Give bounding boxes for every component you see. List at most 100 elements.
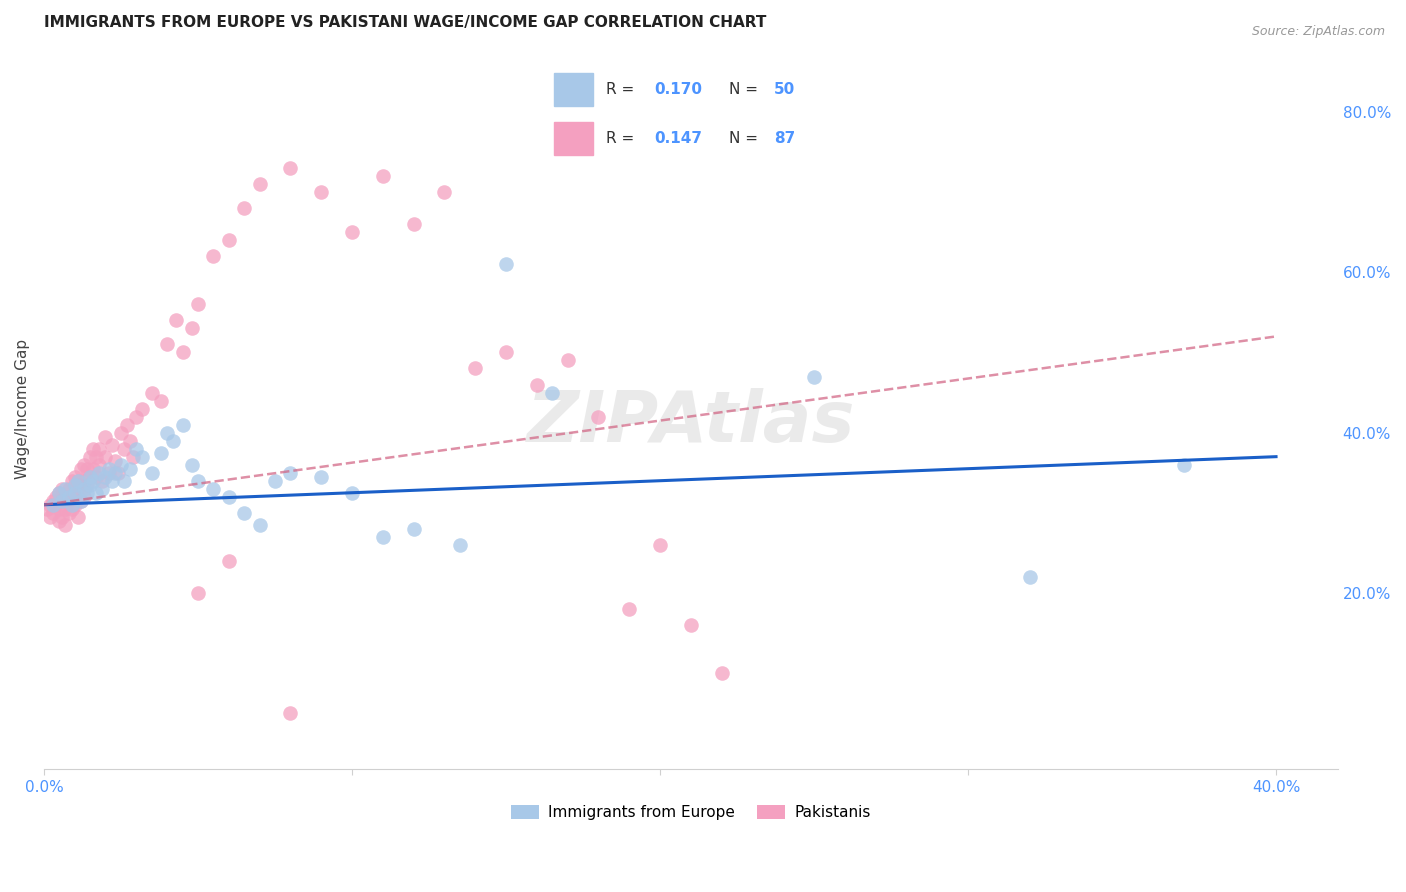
Point <box>112 474 135 488</box>
Point <box>82 442 104 456</box>
Point <box>122 450 145 464</box>
Point <box>104 453 127 467</box>
Point <box>39 509 62 524</box>
Point <box>202 249 225 263</box>
Point <box>278 466 301 480</box>
Point <box>42 506 65 520</box>
Point <box>63 469 86 483</box>
Point <box>187 586 209 600</box>
Point <box>156 337 179 351</box>
Point <box>172 345 194 359</box>
Point <box>115 417 138 432</box>
Point <box>66 474 89 488</box>
Point <box>526 377 548 392</box>
Text: 0.147: 0.147 <box>655 131 703 146</box>
Point <box>94 429 117 443</box>
Legend: Immigrants from Europe, Pakistanis: Immigrants from Europe, Pakistanis <box>505 799 876 827</box>
Point <box>131 450 153 464</box>
Point <box>79 469 101 483</box>
Point <box>125 442 148 456</box>
Point <box>1018 570 1040 584</box>
Point <box>233 506 256 520</box>
Point <box>141 385 163 400</box>
Point <box>218 554 240 568</box>
Point <box>371 169 394 183</box>
Point <box>402 217 425 231</box>
Text: N =: N = <box>728 131 762 146</box>
Point <box>233 201 256 215</box>
Point <box>60 498 83 512</box>
Point <box>402 522 425 536</box>
Point <box>249 517 271 532</box>
Point <box>648 538 671 552</box>
Point <box>495 257 517 271</box>
Point <box>48 501 70 516</box>
Point <box>35 501 58 516</box>
Point <box>91 482 114 496</box>
Y-axis label: Wage/Income Gap: Wage/Income Gap <box>15 338 30 479</box>
Point <box>541 385 564 400</box>
Point <box>278 706 301 721</box>
Point <box>309 185 332 199</box>
Point <box>156 425 179 440</box>
Point <box>60 501 83 516</box>
Text: Source: ZipAtlas.com: Source: ZipAtlas.com <box>1251 25 1385 38</box>
Point <box>58 482 80 496</box>
Text: R =: R = <box>606 81 640 96</box>
Text: 87: 87 <box>775 131 796 146</box>
Text: N =: N = <box>728 81 762 96</box>
Point <box>55 517 77 532</box>
Point <box>340 485 363 500</box>
Point <box>340 225 363 239</box>
Point <box>180 321 202 335</box>
Point <box>76 477 98 491</box>
Point <box>55 490 77 504</box>
Point <box>60 474 83 488</box>
Point <box>710 666 733 681</box>
Point <box>249 177 271 191</box>
Point <box>110 425 132 440</box>
Point <box>70 493 93 508</box>
Point <box>84 450 107 464</box>
Point <box>165 313 187 327</box>
Point <box>66 490 89 504</box>
Text: 0.170: 0.170 <box>655 81 703 96</box>
Point <box>187 474 209 488</box>
Point <box>70 461 93 475</box>
Point <box>100 474 122 488</box>
Point <box>66 474 89 488</box>
Point <box>79 450 101 464</box>
Point <box>180 458 202 472</box>
Point <box>42 493 65 508</box>
Point <box>125 409 148 424</box>
Point <box>60 490 83 504</box>
Point <box>63 477 86 491</box>
Point <box>73 458 96 472</box>
Point <box>120 461 142 475</box>
Point <box>100 437 122 451</box>
Point <box>84 485 107 500</box>
Point <box>73 474 96 488</box>
Point <box>112 442 135 456</box>
Point <box>433 185 456 199</box>
Point <box>48 485 70 500</box>
Point <box>58 506 80 520</box>
Point <box>679 618 702 632</box>
Point <box>76 485 98 500</box>
Point <box>278 161 301 175</box>
Point <box>45 498 67 512</box>
Point <box>82 474 104 488</box>
Text: R =: R = <box>606 131 640 146</box>
Point <box>104 466 127 480</box>
Point <box>218 490 240 504</box>
Point <box>51 509 73 524</box>
Point <box>94 450 117 464</box>
Point <box>187 297 209 311</box>
Point <box>1173 458 1195 472</box>
Point <box>557 353 579 368</box>
Point <box>58 490 80 504</box>
Point <box>110 458 132 472</box>
Text: IMMIGRANTS FROM EUROPE VS PAKISTANI WAGE/INCOME GAP CORRELATION CHART: IMMIGRANTS FROM EUROPE VS PAKISTANI WAGE… <box>44 15 766 30</box>
Point <box>51 493 73 508</box>
Point <box>79 477 101 491</box>
